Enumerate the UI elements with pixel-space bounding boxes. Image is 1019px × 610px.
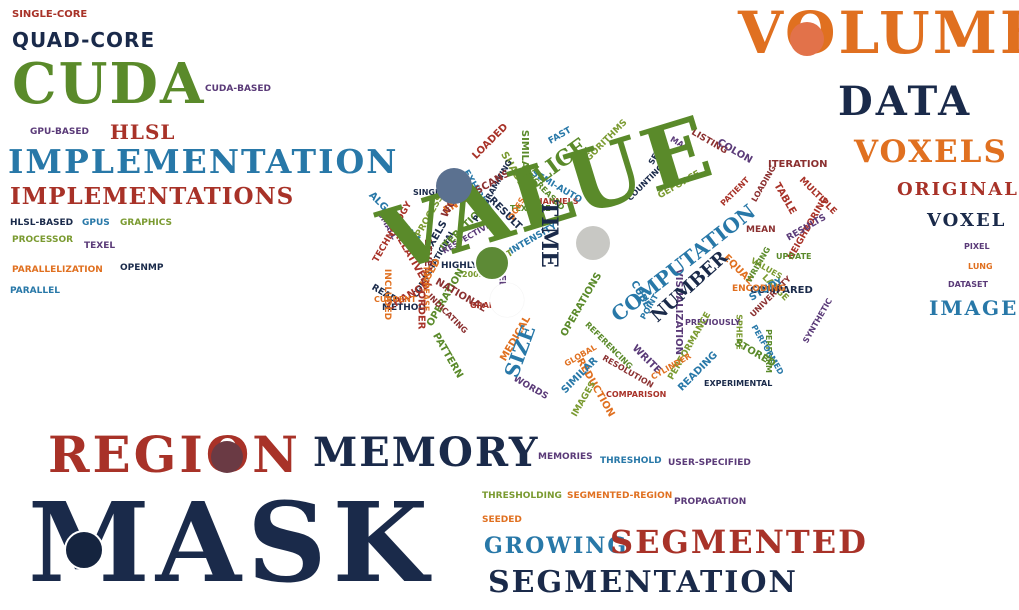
word-original: ORIGINAL — [897, 179, 1019, 200]
word-pixel: PIXEL — [964, 242, 990, 251]
cluster-word: HIGHLY — [441, 261, 478, 271]
word-implementation: IMPLEMENTATION — [8, 142, 399, 181]
word-implementations: IMPLEMENTATIONS — [10, 183, 295, 210]
word-gpu-based: GPU-BASED — [30, 127, 89, 137]
word-memory: MEMORY — [313, 429, 540, 476]
circle-marker-mask — [64, 530, 104, 570]
word-segmentation: SEGMENTATION — [488, 565, 798, 600]
word-seeded: SEEDED — [482, 515, 522, 525]
cluster-word: MEAN — [746, 225, 776, 235]
cluster-word: ITERATION — [768, 159, 828, 170]
word-hlsl-based: HLSL-BASED — [10, 218, 74, 228]
cluster-word: PATTERN — [430, 331, 465, 381]
circle-marker-white — [490, 283, 524, 317]
cluster-word: ENCODING — [732, 284, 786, 294]
cluster-word: SINGLE — [413, 188, 446, 197]
circle-marker-volume — [790, 22, 824, 56]
cluster-word: 2003 — [462, 270, 485, 279]
word-lung: LUNG — [968, 262, 993, 271]
cluster-word: TABLE — [771, 181, 799, 217]
word-segmented: SEGMENTED — [610, 523, 868, 561]
word-thresholding: THRESHOLDING — [482, 491, 562, 501]
word-threshold: THRESHOLD — [600, 456, 662, 466]
circle-marker-gray — [576, 226, 610, 260]
cluster-word: PREVIOUSLY — [685, 318, 741, 327]
word-dataset: DATASET — [948, 280, 988, 289]
cluster-word: COMPARISON — [606, 390, 667, 399]
word-hlsl: HLSL — [110, 120, 176, 144]
central-word-cluster: COMPUTATIONALOPERATIONENTIRECHANNELSSEMI… — [330, 88, 890, 419]
cluster-word: CURRENT — [374, 295, 417, 304]
word-parallelization: PARALLELIZATION — [12, 265, 103, 275]
word-processor: PROCESSOR — [12, 235, 74, 245]
cluster-word: UPDATE — [776, 252, 812, 261]
word-growing: GROWING — [484, 533, 629, 559]
word-single-core: SINGLE-CORE — [12, 9, 88, 20]
word-parallel: PARALLEL — [10, 286, 60, 296]
word-openmp: OPENMP — [120, 263, 164, 273]
circle-marker-green — [474, 245, 510, 281]
word-data: DATA — [838, 78, 973, 125]
word-cuda-based: CUDA-BASED — [205, 84, 272, 94]
cluster-word: SYNTHETIC — [801, 296, 835, 345]
word-segmented-region: SEGMENTED-REGION — [567, 491, 673, 501]
word-time: TIME — [536, 200, 562, 268]
word-texel: TEXEL — [84, 241, 116, 251]
word-image: IMAGE — [929, 296, 1019, 320]
word-propagation: PROPAGATION — [674, 497, 747, 507]
word-region: REGION — [48, 425, 302, 484]
word-graphics: GRAPHICS — [120, 218, 173, 228]
cluster-word: EXPERIMENTAL — [704, 379, 773, 388]
circle-marker-region — [211, 441, 243, 473]
word-voxels: VOXELS — [854, 134, 1008, 170]
word-memories: MEMORIES — [538, 452, 593, 462]
cluster-word: GRAPH — [470, 301, 502, 310]
circle-marker-slate — [436, 168, 472, 204]
cluster-word: TEXTURE — [510, 204, 551, 213]
word-cuda: CUDA — [12, 51, 206, 117]
cluster-word: METHOD — [382, 303, 426, 313]
word-volume: VOLUME — [738, 0, 1019, 67]
word-gpus: GPUS — [82, 218, 110, 228]
cluster-word: COMPARED — [750, 285, 813, 296]
word-quad-core: QUAD-CORE — [12, 28, 156, 52]
cluster-word: ORDER — [415, 290, 427, 330]
word-user-specified: USER-SPECIFIED — [668, 458, 751, 468]
cluster-word: CHANNELS — [530, 197, 579, 206]
word-voxel: VOXEL — [927, 210, 1007, 231]
